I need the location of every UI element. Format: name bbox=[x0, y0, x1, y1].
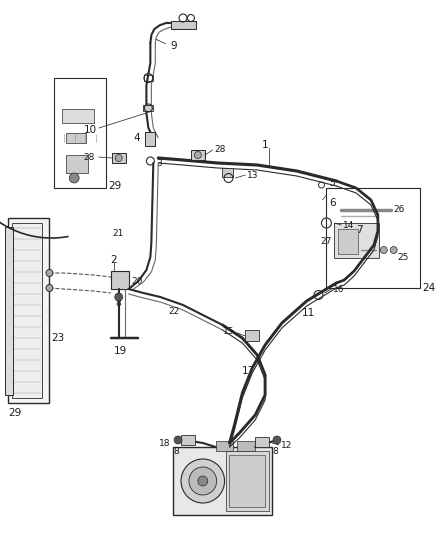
Text: 29: 29 bbox=[108, 181, 121, 191]
Text: 7: 7 bbox=[356, 225, 363, 235]
Circle shape bbox=[181, 459, 225, 503]
Text: 11: 11 bbox=[302, 308, 315, 318]
Circle shape bbox=[189, 467, 217, 495]
Bar bbox=[5, 227, 13, 395]
Bar bbox=[145, 132, 155, 146]
Bar bbox=[191, 150, 205, 160]
Circle shape bbox=[194, 151, 201, 158]
Text: 17: 17 bbox=[242, 366, 255, 376]
Bar bbox=[112, 153, 126, 163]
Text: 5: 5 bbox=[329, 179, 335, 188]
Circle shape bbox=[115, 155, 122, 161]
Text: 19: 19 bbox=[114, 346, 127, 356]
Text: 28: 28 bbox=[215, 144, 226, 154]
Text: 23: 23 bbox=[51, 333, 65, 343]
Text: 21: 21 bbox=[112, 229, 124, 238]
Bar bbox=[12, 223, 42, 398]
Text: 18: 18 bbox=[159, 439, 170, 448]
Circle shape bbox=[198, 476, 208, 486]
Bar bbox=[338, 229, 358, 254]
Bar bbox=[230, 455, 265, 507]
Text: 26: 26 bbox=[394, 206, 405, 214]
Bar bbox=[326, 188, 420, 288]
Bar bbox=[111, 271, 129, 289]
Bar bbox=[171, 21, 196, 29]
Text: 27: 27 bbox=[320, 237, 332, 246]
Bar bbox=[62, 109, 94, 123]
Circle shape bbox=[390, 246, 397, 254]
Text: 15: 15 bbox=[223, 327, 234, 336]
Text: 14: 14 bbox=[343, 222, 355, 230]
Text: 13: 13 bbox=[247, 171, 259, 180]
Text: 24: 24 bbox=[422, 283, 436, 293]
Text: 12: 12 bbox=[281, 441, 292, 450]
Text: 20: 20 bbox=[131, 277, 143, 286]
Bar bbox=[226, 451, 269, 511]
Circle shape bbox=[69, 173, 79, 183]
Bar bbox=[245, 330, 259, 341]
Text: 22: 22 bbox=[168, 306, 180, 316]
Bar bbox=[54, 78, 106, 188]
Bar bbox=[255, 437, 269, 447]
Bar bbox=[222, 168, 233, 177]
Circle shape bbox=[46, 270, 53, 277]
Circle shape bbox=[380, 246, 387, 254]
Text: 16: 16 bbox=[333, 285, 345, 294]
Text: 8: 8 bbox=[173, 447, 179, 456]
Text: 3: 3 bbox=[156, 158, 162, 167]
Text: 4: 4 bbox=[134, 133, 141, 143]
Bar bbox=[66, 155, 88, 173]
Bar bbox=[215, 441, 233, 451]
Bar bbox=[143, 105, 153, 111]
Bar bbox=[8, 218, 49, 403]
Text: 28: 28 bbox=[84, 152, 95, 161]
Circle shape bbox=[46, 285, 53, 292]
Circle shape bbox=[174, 436, 182, 444]
Bar bbox=[66, 133, 86, 143]
Text: 10: 10 bbox=[84, 125, 97, 135]
Text: 6: 6 bbox=[329, 198, 336, 208]
Text: 9: 9 bbox=[170, 41, 177, 51]
Text: 2: 2 bbox=[110, 255, 117, 265]
Bar bbox=[173, 447, 272, 515]
Text: 29: 29 bbox=[8, 408, 21, 418]
Text: 8: 8 bbox=[272, 447, 278, 456]
Text: 1: 1 bbox=[262, 140, 268, 150]
Text: 25: 25 bbox=[398, 254, 409, 262]
Circle shape bbox=[115, 293, 123, 301]
Bar bbox=[334, 223, 379, 258]
Bar bbox=[181, 435, 195, 445]
Text: 8: 8 bbox=[116, 300, 122, 309]
Bar bbox=[237, 441, 255, 451]
Circle shape bbox=[273, 436, 281, 444]
Bar bbox=[145, 75, 153, 81]
